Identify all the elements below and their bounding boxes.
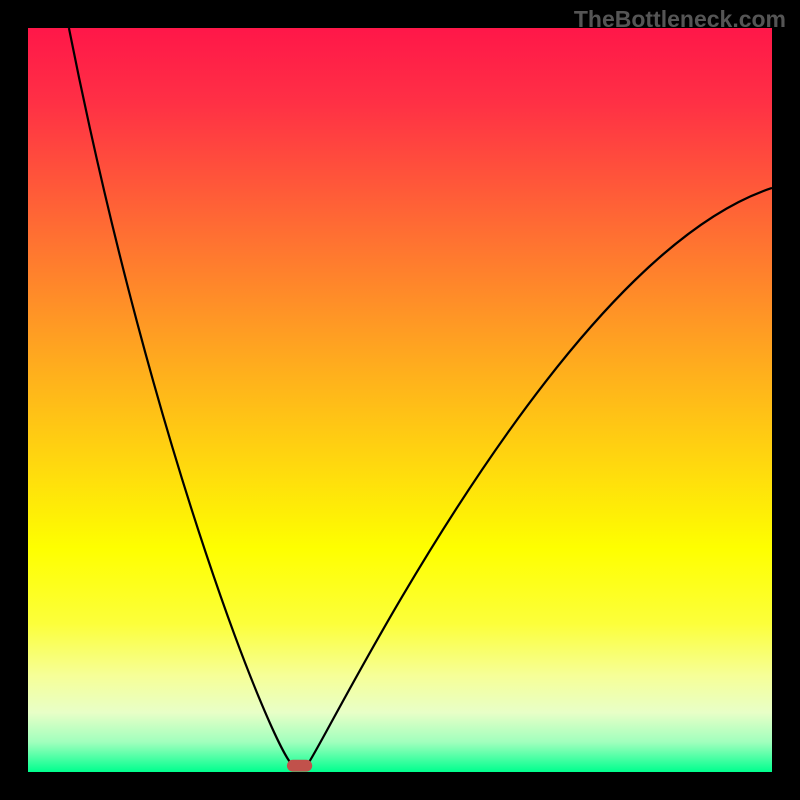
bottleneck-chart bbox=[0, 0, 800, 800]
chart-container: TheBottleneck.com bbox=[0, 0, 800, 800]
attribution-watermark: TheBottleneck.com bbox=[574, 6, 786, 33]
plot-area bbox=[28, 28, 772, 772]
optimal-point-marker bbox=[287, 760, 312, 772]
